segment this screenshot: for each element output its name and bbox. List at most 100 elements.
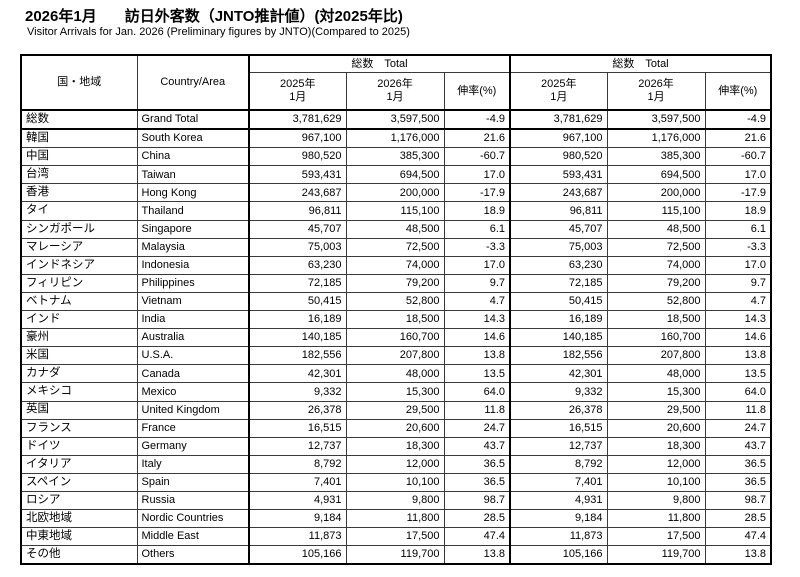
value-2025-right-cell: 967,100 [509,128,608,149]
value-2025-left-cell: 182,556 [248,346,347,366]
growth-right-cell: -3.3 [704,237,772,257]
value-2025-left-cell: 593,431 [248,165,347,185]
value-2025-right-cell: 182,556 [509,346,608,366]
header-2025-jan-left: 2025年 1月 [248,72,347,111]
growth-left-cell: 64.0 [443,382,511,402]
value-2026-left-cell: 9,800 [345,490,445,511]
value-2025-left-cell: 140,185 [248,328,347,348]
value-2026-left-cell: 115,100 [345,201,445,221]
header-total-group-left: 総数 Total [247,54,511,73]
growth-left-cell: 17.0 [443,165,511,185]
value-2026-left-cell: 694,500 [345,165,445,185]
growth-left-cell: 9.7 [443,273,511,293]
table-row: シンガポール Singapore 45,707 48,500 6.1 45,707 48,5… [20,219,772,239]
value-2026-right-cell: 72,500 [606,237,706,257]
country-en-cell: Italy [136,454,250,474]
value-2025-right-cell: 105,166 [509,545,608,565]
table-row: カナダ Canada 42,301 48,000 13.5 42,301 48,000 13.… [20,364,772,384]
country-jp-cell: 豪州 [20,328,138,348]
country-jp-cell: カナダ [20,364,138,384]
value-2026-right-cell: 3,597,500 [606,109,706,131]
table-row: 韓国 South Korea 967,100 1,176,000 21.6 967,100… [20,128,772,149]
page-subtitle: Visitor Arrivals for Jan. 2026 (Prelimin… [27,26,410,38]
value-2026-right-cell: 119,700 [606,545,706,565]
table-row: ドイツ Germany 12,737 18,300 43.7 12,737 18,300 43… [20,436,772,456]
value-2026-right-cell: 385,300 [606,147,706,167]
country-en-cell: China [136,147,250,167]
country-en-cell: Mexico [136,382,250,402]
value-2026-left-cell: 20,600 [345,418,445,438]
value-2025-right-cell: 3,781,629 [509,109,608,131]
value-2026-right-cell: 15,300 [606,382,706,402]
country-jp-cell: 台湾 [20,165,138,185]
growth-right-cell: 47.4 [704,527,772,547]
value-2026-right-cell: 52,800 [606,291,706,312]
country-en-cell: France [136,418,250,438]
growth-right-cell: 13.8 [704,545,772,565]
value-2025-right-cell: 140,185 [509,328,608,348]
value-2026-left-cell: 385,300 [345,147,445,167]
country-jp-cell: 北欧地域 [20,509,138,529]
value-2026-left-cell: 18,300 [345,436,445,456]
value-2026-right-cell: 200,000 [606,183,706,203]
country-en-cell: Russia [136,490,250,511]
country-jp-cell: ベトナム [20,291,138,312]
table-row: メキシコ Mexico 9,332 15,300 64.0 9,332 15,300 64.0 [20,382,772,402]
table-row: 豪州 Australia 140,185 160,700 14.6 140,185 160,… [20,328,772,348]
header-total-group-right: 総数 Total [509,54,772,73]
value-2026-left-cell: 48,000 [345,364,445,384]
value-2026-left-cell: 74,000 [345,255,445,275]
value-2026-right-cell: 18,500 [606,310,706,330]
value-2025-right-cell: 12,737 [509,436,608,456]
country-en-cell: Australia [136,328,250,348]
country-en-cell: Germany [136,436,250,456]
value-2026-left-cell: 200,000 [345,183,445,203]
value-2025-left-cell: 967,100 [248,128,347,149]
header-2026-jan-left: 2026年 1月 [345,72,445,111]
value-2025-right-cell: 9,184 [509,509,608,529]
table-row: スペイン Spain 7,401 10,100 36.5 7,401 10,100 36.5 [20,472,772,492]
table-row: 台湾 Taiwan 593,431 694,500 17.0 593,431 694,500… [20,165,772,185]
growth-left-cell: 11.8 [443,400,511,420]
value-2026-right-cell: 18,300 [606,436,706,456]
growth-right-cell: 43.7 [704,436,772,456]
table-row: フランス France 16,515 20,600 24.7 16,515 20,600 24… [20,418,772,438]
growth-right-cell: 24.7 [704,418,772,438]
growth-right-cell: 4.7 [704,291,772,312]
country-jp-cell: フランス [20,418,138,438]
value-2026-right-cell: 48,500 [606,219,706,239]
value-2026-left-cell: 48,500 [345,219,445,239]
value-2025-right-cell: 980,520 [509,147,608,167]
country-jp-cell: 韓国 [20,128,138,149]
growth-left-cell: 98.7 [443,490,511,511]
growth-left-cell: 13.8 [443,545,511,565]
country-en-cell: Philippines [136,273,250,293]
country-jp-cell: 総数 [20,109,138,131]
growth-right-cell: 36.5 [704,454,772,474]
table-row: 中東地域 Middle East 11,873 17,500 47.4 11,873 17,… [20,527,772,547]
value-2026-right-cell: 115,100 [606,201,706,221]
value-2025-right-cell: 243,687 [509,183,608,203]
value-2025-right-cell: 9,332 [509,382,608,402]
growth-left-cell: 47.4 [443,527,511,547]
table-row: マレーシア Malaysia 75,003 72,500 -3.3 75,003 72,50… [20,237,772,257]
value-2025-left-cell: 50,415 [248,291,347,312]
growth-left-cell: 21.6 [443,128,511,149]
country-jp-cell: 英国 [20,400,138,420]
header-growth-right: 伸率(%) [704,72,772,111]
value-2026-left-cell: 207,800 [345,346,445,366]
value-2026-left-cell: 160,700 [345,328,445,348]
value-2025-left-cell: 11,873 [248,527,347,547]
country-jp-cell: 中国 [20,147,138,167]
visitor-arrivals-table: 国・地域 Country/Area 総数 Total 総数 Total 2025… [20,54,773,566]
growth-right-cell: -60.7 [704,147,772,167]
growth-right-cell: 64.0 [704,382,772,402]
country-jp-cell: インド [20,310,138,330]
value-2025-right-cell: 16,515 [509,418,608,438]
value-2026-left-cell: 18,500 [345,310,445,330]
country-jp-cell: マレーシア [20,237,138,257]
country-en-cell: Indonesia [136,255,250,275]
value-2025-left-cell: 12,737 [248,436,347,456]
country-en-cell: Malaysia [136,237,250,257]
table-row: フィリピン Philippines 72,185 79,200 9.7 72,185 79,… [20,273,772,293]
